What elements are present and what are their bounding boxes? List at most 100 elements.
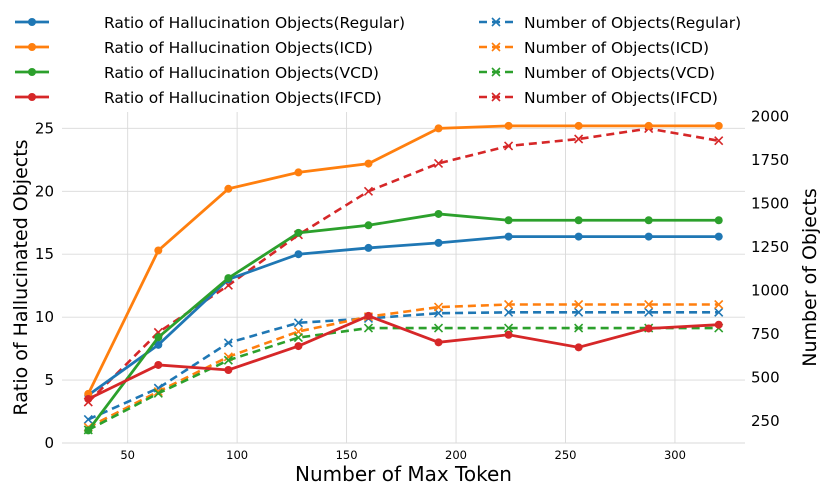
- x-marker-stroke: [574, 134, 584, 144]
- data-point: [504, 307, 514, 317]
- data-point: [434, 238, 443, 247]
- data-point: [154, 246, 163, 255]
- data-point: [644, 216, 653, 225]
- x-tick-label: 50: [120, 448, 135, 462]
- data-point: [714, 307, 724, 317]
- legend-swatch-marker: [28, 43, 36, 51]
- legend-swatch-marker: [28, 18, 36, 26]
- series-line: [87, 326, 719, 432]
- data-point: [714, 136, 724, 146]
- data-point: [574, 343, 583, 352]
- legend-label: Ratio of Hallucination Objects(Regular): [104, 14, 405, 32]
- data-point: [644, 299, 654, 310]
- data-point: [714, 320, 723, 329]
- y-right-tick-label: 1750: [751, 151, 789, 169]
- series-left-1: [84, 121, 723, 398]
- series-right-3: [83, 123, 724, 407]
- legend-item: Ratio of Hallucination Objects(IFCD): [15, 89, 382, 107]
- y-left-tick-label: 10: [35, 308, 54, 326]
- y-right-axis-title: Number of Objects: [799, 188, 821, 367]
- y-right-tick-label: 1000: [751, 282, 789, 300]
- data-point: [644, 121, 653, 130]
- data-point: [154, 340, 163, 349]
- series-line: [87, 212, 719, 432]
- data-point: [714, 232, 723, 241]
- data-point: [364, 159, 373, 168]
- data-point: [223, 338, 233, 348]
- x-tick-label: 150: [336, 448, 358, 462]
- series-left-2: [84, 209, 723, 435]
- legend-label: Number of Objects(IFCD): [524, 89, 718, 107]
- legend-swatch-marker: [28, 93, 36, 101]
- x-tick-label: 200: [445, 448, 467, 462]
- data-point: [574, 323, 584, 333]
- legend-label: Number of Objects(ICD): [524, 39, 709, 57]
- x-marker-stroke: [574, 323, 584, 333]
- data-point: [434, 209, 443, 218]
- x-tick-label: 300: [664, 448, 686, 462]
- y-left-tick-label: 5: [44, 371, 54, 389]
- x-marker-stroke: [574, 307, 584, 317]
- data-point: [294, 168, 303, 177]
- x-marker-stroke: [83, 414, 93, 425]
- data-point: [434, 338, 443, 347]
- series-right-2: [83, 323, 724, 435]
- series-line: [87, 124, 719, 395]
- data-point: [293, 333, 303, 343]
- data-point: [574, 216, 583, 225]
- data-point: [153, 387, 163, 397]
- series-line: [87, 127, 719, 403]
- data-point: [434, 124, 443, 133]
- x-marker-stroke: [433, 302, 444, 312]
- series-line: [87, 303, 719, 429]
- data-point: [364, 221, 373, 230]
- x-marker-stroke: [223, 280, 233, 290]
- data-series: [83, 121, 724, 435]
- data-point: [574, 232, 583, 241]
- x-tick-label: 250: [555, 448, 577, 462]
- x-marker-stroke: [504, 141, 514, 151]
- x-marker-stroke: [153, 387, 163, 397]
- legend-item: Number of Objects(IFCD): [479, 89, 718, 107]
- legend-label: Ratio of Hallucination Objects(VCD): [104, 64, 379, 82]
- x-marker-stroke: [574, 299, 584, 310]
- data-point: [293, 318, 303, 328]
- legend-label: Ratio of Hallucination Objects(IFCD): [104, 89, 382, 107]
- legend-swatch-marker: [28, 68, 36, 76]
- data-point: [84, 394, 93, 403]
- grid-lines: [62, 112, 745, 444]
- y-left-axis-title: Ratio of Hallucinated Objects: [10, 139, 32, 415]
- data-point: [224, 184, 233, 193]
- y-left-tick-label: 20: [35, 182, 54, 200]
- data-point: [223, 355, 233, 365]
- data-point: [504, 330, 513, 339]
- x-marker-stroke: [504, 299, 514, 310]
- x-marker-stroke: [433, 323, 444, 333]
- legend-item: Ratio of Hallucination Objects(Regular): [15, 14, 405, 32]
- legend-item: Number of Objects(VCD): [479, 64, 715, 82]
- legend-label: Ratio of Hallucination Objects(ICD): [104, 39, 373, 57]
- x-tick-label: 100: [226, 448, 248, 462]
- x-marker-stroke: [223, 352, 233, 362]
- data-point: [363, 323, 374, 333]
- x-marker-stroke: [293, 333, 303, 343]
- data-point: [294, 250, 303, 259]
- data-point: [504, 141, 514, 151]
- data-point: [224, 366, 233, 375]
- x-marker-stroke: [363, 323, 374, 333]
- y-right-tick-label: 1500: [751, 194, 789, 212]
- legend-label: Number of Objects(VCD): [524, 64, 715, 82]
- legend-item: Ratio of Hallucination Objects(ICD): [15, 39, 373, 57]
- x-marker-stroke: [491, 92, 501, 102]
- x-marker-stroke: [223, 355, 233, 365]
- data-point: [574, 307, 584, 317]
- data-point: [644, 307, 654, 317]
- series-line: [87, 311, 719, 421]
- x-marker-stroke: [714, 136, 724, 146]
- x-marker-stroke: [644, 299, 654, 310]
- y-right-tick-label: 250: [751, 412, 780, 430]
- legend-label: Number of Objects(Regular): [524, 14, 741, 32]
- data-point: [714, 121, 723, 130]
- data-point: [84, 426, 93, 435]
